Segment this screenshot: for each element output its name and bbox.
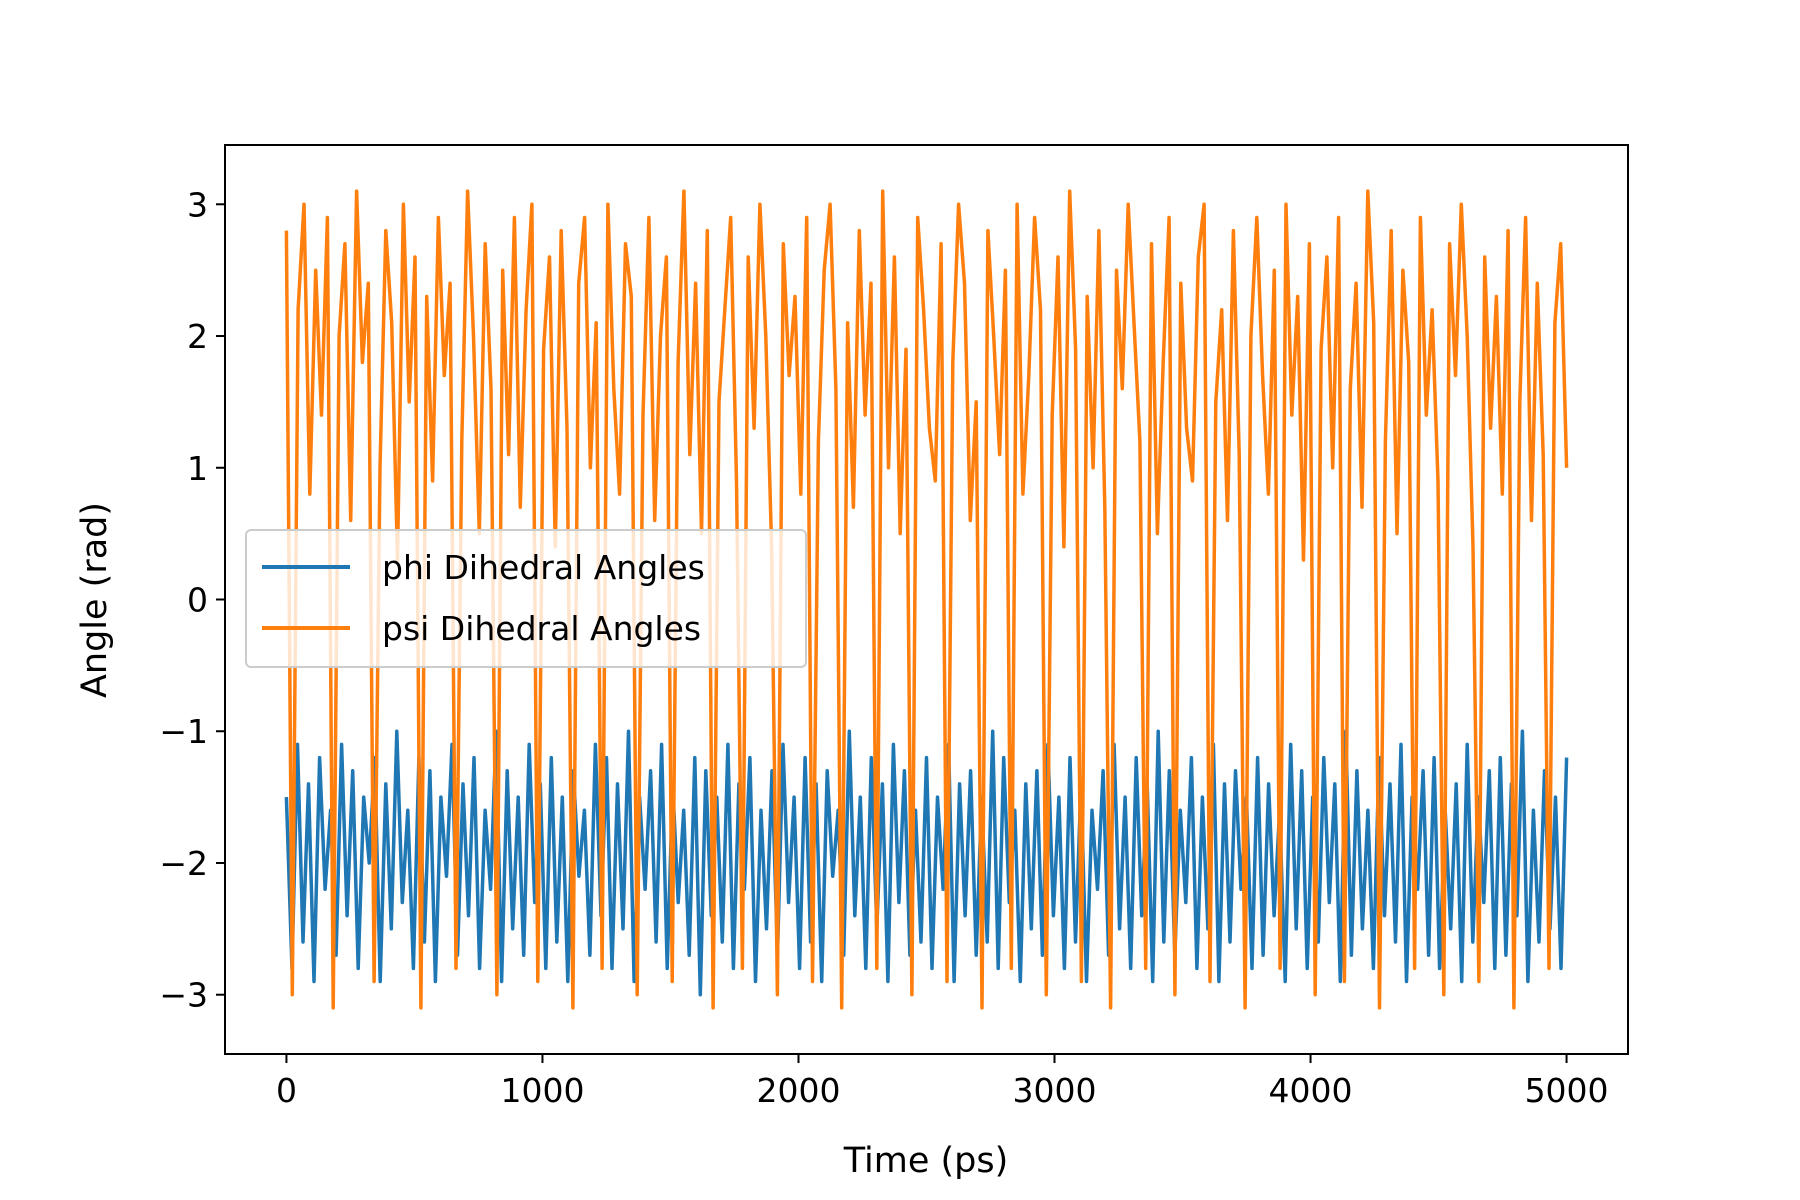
y-tick-label: −2 (159, 844, 208, 883)
y-tick-label: −1 (159, 712, 208, 751)
x-tick-label: 0 (276, 1071, 297, 1110)
x-axis-label: Time (ps) (843, 1141, 1009, 1181)
y-axis-ticks: −3 −2 −1 0 1 2 3 (159, 185, 225, 1015)
y-tick-label: −3 (159, 976, 208, 1015)
legend: phi Dihedral Angles psi Dihedral Angles (245, 529, 807, 668)
x-tick-label: 2000 (756, 1071, 840, 1110)
y-tick-label: 3 (187, 185, 208, 224)
x-tick-label: 5000 (1525, 1071, 1609, 1110)
legend-label-phi: phi Dihedral Angles (382, 548, 705, 587)
legend-box (245, 529, 807, 668)
x-tick-label: 4000 (1269, 1071, 1353, 1110)
x-tick-label: 3000 (1013, 1071, 1097, 1110)
series-line-phi (284, 729, 1569, 997)
y-tick-label: 1 (187, 449, 208, 488)
x-axis-ticks: 0 1000 2000 3000 4000 5000 (276, 1054, 1609, 1110)
y-tick-label: 2 (187, 317, 208, 356)
y-axis-label: Angle (rad) (75, 502, 115, 698)
x-tick-label: 1000 (500, 1071, 584, 1110)
y-tick-label: 0 (187, 581, 208, 620)
legend-label-psi: psi Dihedral Angles (382, 609, 701, 648)
